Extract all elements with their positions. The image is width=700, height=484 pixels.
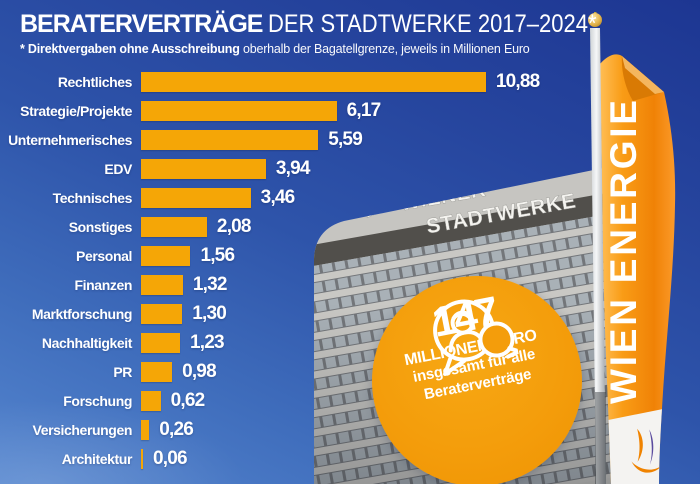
bar-row: Architektur 0,06: [0, 444, 580, 473]
bar: [141, 361, 173, 382]
category-label: Nachhaltigkeit: [41, 334, 132, 351]
value-label: 1,32: [192, 273, 228, 295]
category-label: Versicherungen: [32, 421, 133, 438]
category-label: Technisches: [52, 189, 133, 206]
bar: [141, 158, 266, 179]
bar-row: PR 0,98: [0, 357, 580, 386]
bar-row: Versicherungen 0,26: [0, 415, 580, 444]
category-label: Forschung: [63, 392, 132, 409]
bar-row: Marktforschung 1,30: [0, 299, 580, 328]
category-label: Unternehmerisches: [8, 131, 132, 148]
value-label: 0,26: [159, 418, 194, 440]
bar: [141, 390, 161, 411]
bar-row: Sonstiges 2,08: [0, 212, 580, 241]
bar: [141, 71, 486, 92]
bar: [141, 100, 337, 121]
page-title: BERATERVERTRÄGE DER STADTWERKE 2017–2024*: [20, 10, 642, 38]
bar-row: Nachhaltigkeit 1,23: [0, 328, 580, 357]
value-label: 2,08: [216, 215, 252, 237]
bar-row: Unternehmerisches 5,59: [0, 125, 580, 154]
bar: [141, 216, 207, 237]
wien-energie-flag: WIEN ENERGIE: [588, 12, 676, 484]
bar-row: EDV 3,94: [0, 154, 580, 183]
value-label: 3,94: [275, 157, 311, 179]
bar-row: Strategie/Projekte 6,17: [0, 96, 580, 125]
value-label: 3,46: [260, 186, 296, 208]
value-label: 1,56: [200, 244, 235, 266]
value-label: 6,17: [346, 99, 382, 121]
flag-text: WIEN ENERGIE: [603, 99, 644, 404]
page-subtitle-rest: oberhalb der Bagatellgrenze, jeweils in …: [239, 42, 530, 56]
value-label: 1,23: [189, 331, 225, 353]
category-label: Finanzen: [74, 276, 133, 293]
bar-row: Rechtliches 10,88: [0, 67, 580, 96]
category-label: EDV: [104, 160, 132, 177]
bar-row: Forschung 0,62: [0, 386, 580, 415]
bar: [141, 303, 183, 324]
bar: [141, 187, 251, 208]
bar: [141, 129, 319, 150]
total-badge: 147 MILLIONEN EURO insgesamt für alle Be…: [372, 276, 582, 484]
pole-finial: [588, 13, 602, 27]
value-label: 0,06: [153, 447, 188, 469]
flag-pole: [590, 28, 606, 484]
category-label: Marktforschung: [31, 305, 133, 322]
bar-chart: Rechtliches 10,88 Strategie/Projekte 6,17 Un…: [0, 67, 580, 473]
value-label: 5,59: [328, 128, 363, 150]
value-label: 10,88: [495, 70, 540, 92]
category-label: Architektur: [61, 450, 133, 467]
page-title-rest: DER STADTWERKE 2017–2024*: [268, 10, 597, 38]
page-title-bold: BERATERVERTRÄGE: [20, 10, 263, 38]
bar: [141, 448, 143, 469]
bar: [141, 419, 150, 440]
value-label: 1,30: [192, 302, 227, 324]
bar: [141, 274, 183, 295]
category-label: PR: [113, 363, 132, 380]
bar: [141, 245, 191, 266]
wien-energie-logo-icon: [631, 428, 663, 473]
category-label: Strategie/Projekte: [20, 102, 132, 119]
flag-white-band: [603, 409, 663, 484]
bar-row: Technisches 3,46: [0, 183, 580, 212]
page-subtitle-bold: * Direktvergaben ohne Ausschreibung: [20, 42, 240, 56]
bar: [141, 332, 180, 353]
people-speech-bubbles-icon: [433, 299, 521, 376]
bar-row: Finanzen 1,32: [0, 270, 580, 299]
page-subtitle: * Direktvergaben ohne Ausschreibung ober…: [20, 42, 530, 56]
bar-row: Personal 1,56: [0, 241, 580, 270]
value-label: 0,98: [182, 360, 217, 382]
value-label: 0,62: [170, 389, 206, 411]
category-label: Sonstiges: [68, 218, 133, 235]
category-label: Personal: [76, 247, 132, 264]
category-label: Rechtliches: [57, 73, 133, 90]
